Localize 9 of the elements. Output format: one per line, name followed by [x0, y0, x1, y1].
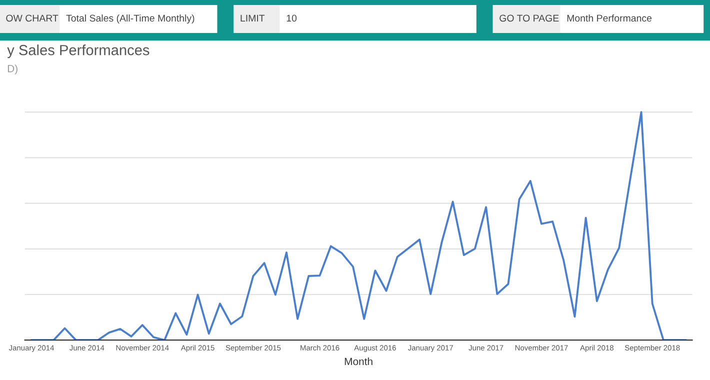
text: OW CHART	[6, 14, 58, 22]
text: Month Performance	[567, 14, 652, 22]
text: Total Sales (All-Time Monthly)	[66, 14, 194, 24]
chart-subtitle: D)	[8, 64, 18, 74]
chart-title: y Sales Performances	[7, 44, 150, 58]
text: GO TO PAGE	[500, 14, 559, 22]
x-axis-title: Month	[344, 358, 372, 366]
text: 10	[286, 14, 297, 22]
text: LIMIT	[240, 14, 265, 22]
